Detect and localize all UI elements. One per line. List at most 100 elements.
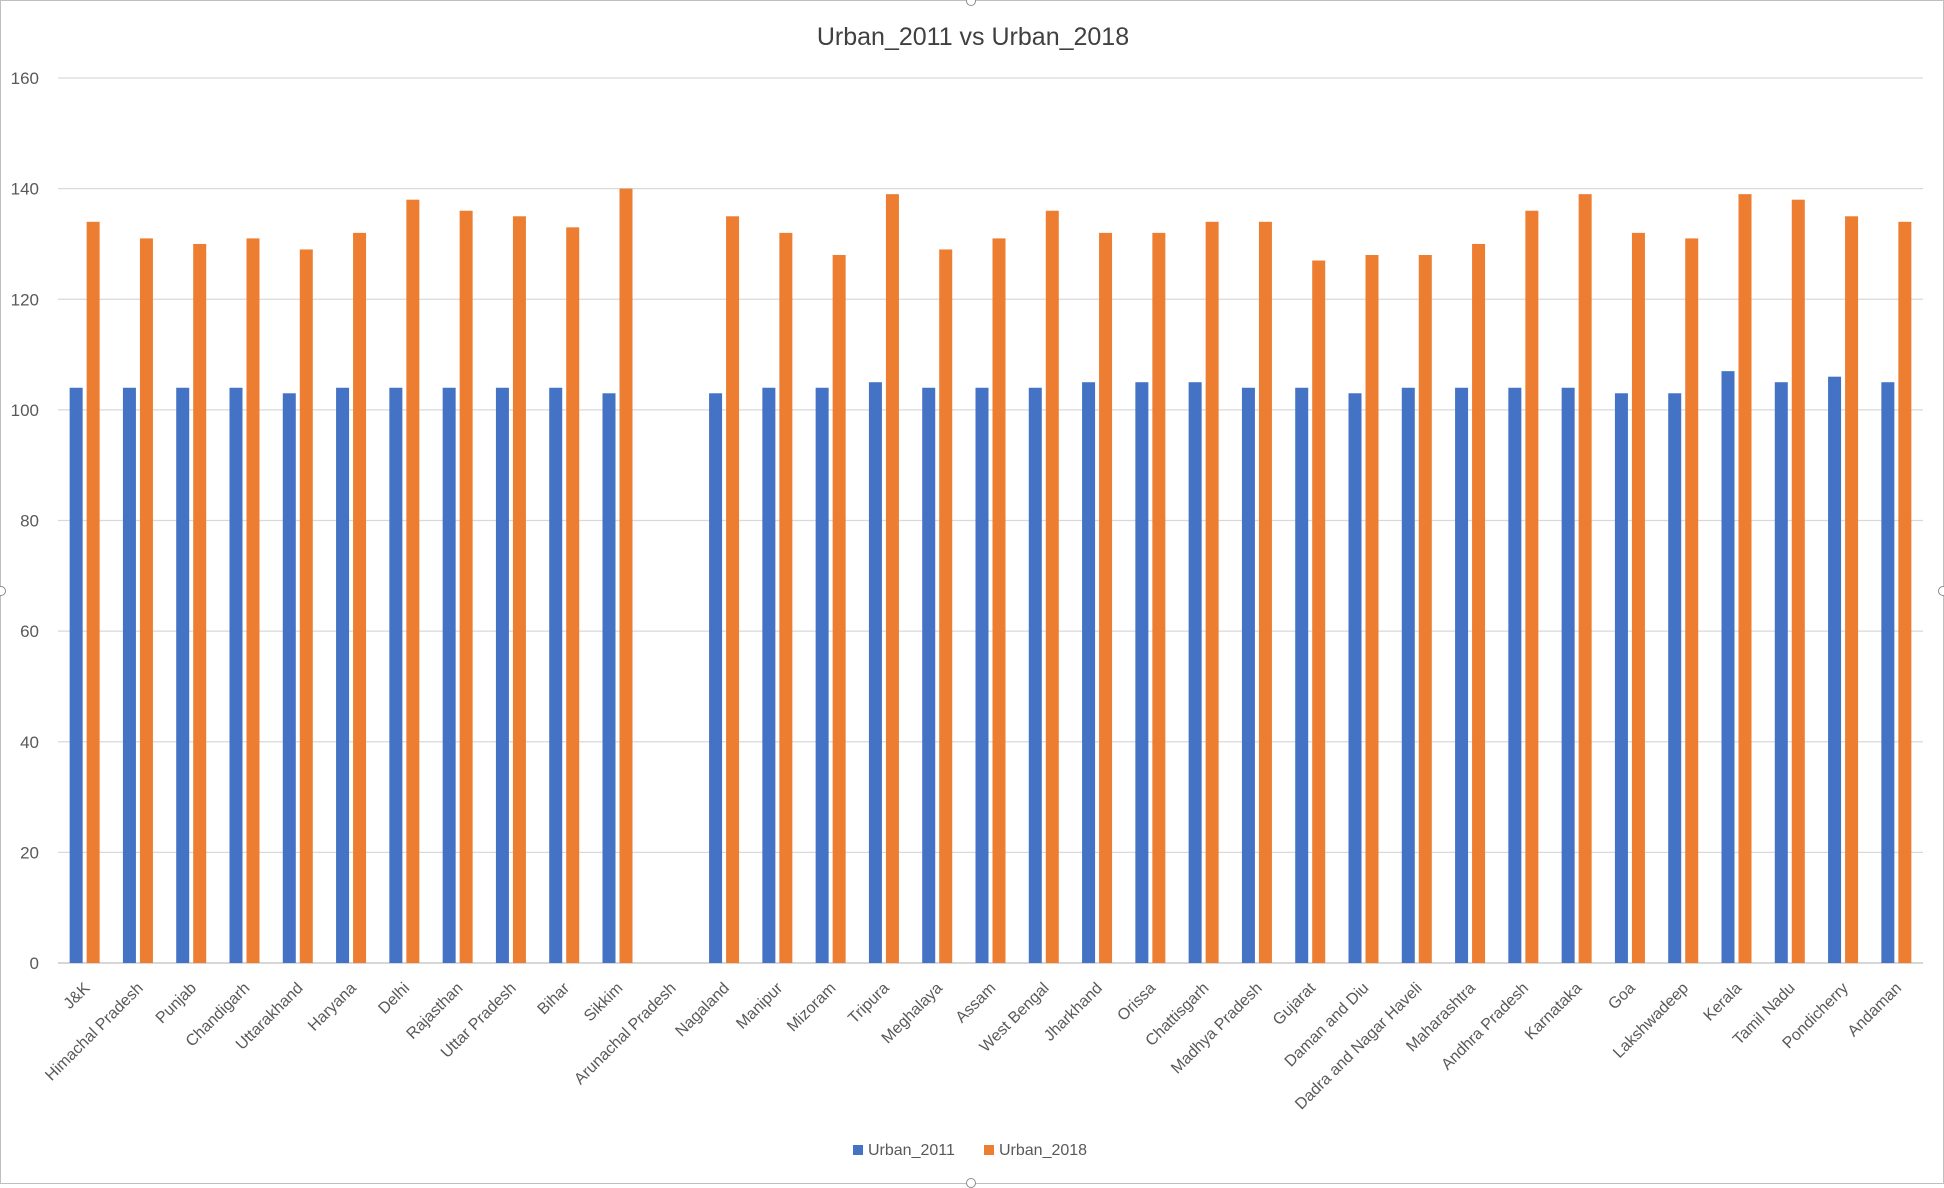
bar-urban-2018[interactable] xyxy=(1898,221,1912,963)
bar-urban-2011[interactable] xyxy=(442,387,456,963)
bar-urban-2011[interactable] xyxy=(868,382,882,963)
bar-urban-2011[interactable] xyxy=(69,387,83,963)
bar-urban-2018[interactable] xyxy=(1152,232,1166,963)
bar-urban-2018[interactable] xyxy=(1312,260,1326,963)
x-tick-label: Gujarat xyxy=(1270,979,1320,1029)
bar-urban-2011[interactable] xyxy=(1774,382,1788,963)
bar-urban-2018[interactable] xyxy=(1258,221,1272,963)
bar-urban-2011[interactable] xyxy=(1028,387,1042,963)
bar-urban-2011[interactable] xyxy=(709,393,723,963)
x-tick-label: Sikkim xyxy=(581,980,626,1025)
bar-urban-2018[interactable] xyxy=(1205,221,1219,963)
x-tick-label: Jharkhand xyxy=(1041,980,1106,1045)
bar-urban-2018[interactable] xyxy=(1365,255,1379,963)
x-tick-label: Bihar xyxy=(535,979,574,1018)
bar-urban-2018[interactable] xyxy=(512,216,526,963)
bar-urban-2011[interactable] xyxy=(1241,387,1255,963)
bar-urban-2018[interactable] xyxy=(992,238,1006,963)
bar-urban-2018[interactable] xyxy=(1045,210,1059,963)
x-tick-label: Goa xyxy=(1605,980,1638,1013)
x-tick-label: Kerala xyxy=(1701,980,1746,1025)
bar-urban-2011[interactable] xyxy=(762,387,776,963)
bar-urban-2018[interactable] xyxy=(1631,232,1645,963)
bar-urban-2011[interactable] xyxy=(495,387,509,963)
x-tick-label: Haryana xyxy=(305,980,360,1035)
y-tick-label: 100 xyxy=(11,401,39,420)
bar-urban-2011[interactable] xyxy=(282,393,296,963)
x-tick-label: J&K xyxy=(61,980,94,1013)
resize-handle-right[interactable] xyxy=(1938,586,1944,596)
bar-urban-2018[interactable] xyxy=(299,249,313,963)
bar-urban-2011[interactable] xyxy=(229,387,243,963)
bar-urban-2011[interactable] xyxy=(1561,387,1575,963)
bar-urban-2018[interactable] xyxy=(885,194,899,963)
bar-urban-2011[interactable] xyxy=(1508,387,1522,963)
bar-urban-2011[interactable] xyxy=(1082,382,1096,963)
bar-urban-2011[interactable] xyxy=(815,387,829,963)
bar-urban-2011[interactable] xyxy=(1881,382,1895,963)
bar-urban-2018[interactable] xyxy=(1738,194,1752,963)
resize-handle-top[interactable] xyxy=(966,0,976,6)
chart-title: Urban_2011 vs Urban_2018 xyxy=(817,23,1129,51)
x-tick-label: Assam xyxy=(953,980,1000,1027)
bar-urban-2018[interactable] xyxy=(779,232,793,963)
bar-urban-2011[interactable] xyxy=(1614,393,1628,963)
bar-urban-2018[interactable] xyxy=(246,238,260,963)
y-axis-tick-labels: 0 20 40 60 80 100 120 140 160 xyxy=(11,69,39,973)
bar-urban-2018[interactable] xyxy=(619,188,633,963)
bar-urban-2018[interactable] xyxy=(459,210,473,963)
bar-urban-2011[interactable] xyxy=(176,387,190,963)
x-tick-label: Arunachal Pradesh xyxy=(571,980,679,1088)
bar-urban-2011[interactable] xyxy=(1668,393,1682,963)
y-tick-label: 160 xyxy=(11,69,39,88)
legend-swatch xyxy=(853,1145,863,1155)
bar-urban-2011[interactable] xyxy=(1828,376,1842,963)
y-tick-label: 60 xyxy=(20,622,39,641)
bar-urban-2011[interactable] xyxy=(975,387,989,963)
bar-urban-2018[interactable] xyxy=(1685,238,1699,963)
bar-urban-2018[interactable] xyxy=(1418,255,1432,963)
bar-urban-2011[interactable] xyxy=(122,387,136,963)
bar-urban-2018[interactable] xyxy=(1845,216,1859,963)
y-tick-label: 20 xyxy=(20,843,39,862)
x-tick-label: Nagaland xyxy=(672,980,732,1040)
bar-urban-2018[interactable] xyxy=(353,232,367,963)
bar-urban-2018[interactable] xyxy=(832,255,846,963)
bar-urban-2011[interactable] xyxy=(1295,387,1309,963)
bar-urban-2018[interactable] xyxy=(1472,243,1486,963)
bar-urban-2011[interactable] xyxy=(602,393,616,963)
bar-urban-2018[interactable] xyxy=(1791,199,1805,963)
legend-swatch xyxy=(984,1145,994,1155)
bar-urban-2011[interactable] xyxy=(922,387,936,963)
bar-urban-2018[interactable] xyxy=(86,221,100,963)
y-tick-label: 0 xyxy=(30,954,39,973)
bar-urban-2018[interactable] xyxy=(193,243,207,963)
bar-urban-2018[interactable] xyxy=(939,249,953,963)
bars xyxy=(69,188,1912,963)
bar-urban-2011[interactable] xyxy=(389,387,403,963)
x-tick-label: Delhi xyxy=(375,980,413,1018)
bar-urban-2011[interactable] xyxy=(336,387,350,963)
x-tick-label: Andaman xyxy=(1845,980,1905,1040)
bar-urban-2018[interactable] xyxy=(726,216,740,963)
resize-handle-left[interactable] xyxy=(0,586,6,596)
bar-urban-2018[interactable] xyxy=(566,227,580,963)
bar-urban-2018[interactable] xyxy=(1578,194,1592,963)
bar-urban-2011[interactable] xyxy=(1135,382,1149,963)
x-tick-label: Himachal Pradesh xyxy=(42,980,146,1084)
bar-urban-2018[interactable] xyxy=(406,199,420,963)
bar-urban-2018[interactable] xyxy=(139,238,153,963)
bar-urban-2011[interactable] xyxy=(1348,393,1362,963)
bar-urban-2011[interactable] xyxy=(1721,371,1735,963)
bar-urban-2011[interactable] xyxy=(549,387,563,963)
resize-handle-bottom[interactable] xyxy=(966,1178,976,1188)
bar-urban-2011[interactable] xyxy=(1188,382,1202,963)
bar-urban-2018[interactable] xyxy=(1099,232,1113,963)
bar-urban-2011[interactable] xyxy=(1401,387,1415,963)
legend[interactable]: Urban_2011 Urban_2018 xyxy=(853,1142,1087,1159)
bar-urban-2018[interactable] xyxy=(1525,210,1539,963)
x-tick-label: Orissa xyxy=(1114,980,1159,1025)
bar-urban-2011[interactable] xyxy=(1455,387,1469,963)
